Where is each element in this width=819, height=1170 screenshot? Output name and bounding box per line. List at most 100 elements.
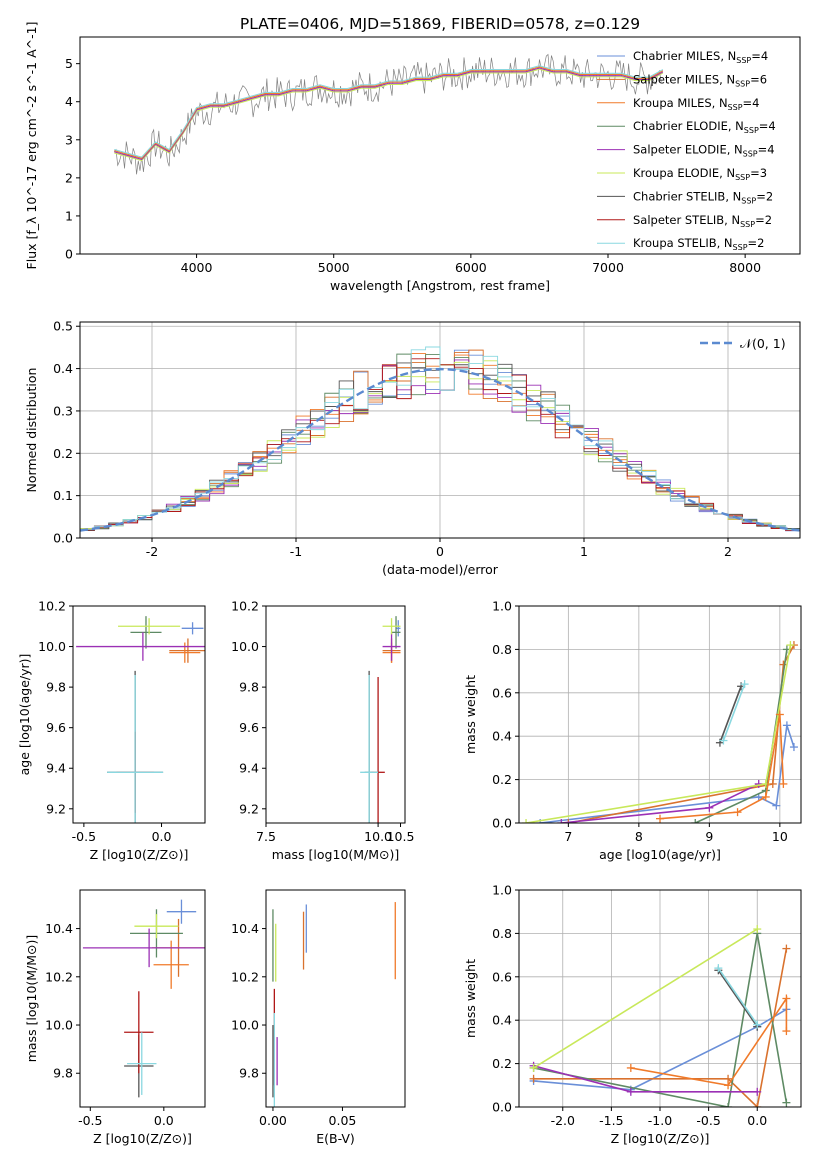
axes-weight_vs_Z: -2.0 -1.5 -1.0 -0.5 0.0 0.0 0.2 0.4 0.6 0.8 1.0 Z [… <box>463 883 802 1146</box>
axes-frame <box>265 889 406 1108</box>
x-tick-label: 8 <box>635 829 643 844</box>
plot-area <box>360 616 401 823</box>
y-tick-label: 1.0 <box>492 599 512 614</box>
y-tick-label: 10.2 <box>231 969 259 984</box>
y-tick-label: 10.4 <box>231 921 259 936</box>
weight-line-chabrier_stelib <box>717 969 758 1028</box>
x-axis-label: age [log10(age/yr)] <box>599 847 721 862</box>
legend-subscript: SSP <box>740 220 755 229</box>
x-tick-label: 10.0 <box>364 829 392 844</box>
x-tick-label: 1 <box>580 544 588 559</box>
y-tick-label: 10.4 <box>45 921 73 936</box>
x-axis-label: Z [log10(Z/Z⊙)] <box>93 1131 192 1146</box>
weight-line-chabrier_stelib <box>719 686 742 743</box>
axes-age_vs_Z: -0.5 0.0 9.2 9.4 9.6 9.8 10.0 10.2 Z [log10(Z/Z⊙… <box>17 599 206 862</box>
y-tick-label: 0.8 <box>492 926 512 941</box>
y-tick-label: 0.1 <box>53 488 73 503</box>
axes-frame <box>79 36 801 255</box>
x-tick-label: -0.5 <box>696 1113 720 1128</box>
y-tick-label: 9.8 <box>239 680 259 695</box>
legend-label: Kroupa MILES, NSSP=4 <box>633 96 759 112</box>
y-tick-label: 9.4 <box>239 761 259 776</box>
legend-label: Chabrier STELIB, NSSP=2 <box>633 189 773 205</box>
plot-area <box>114 53 664 175</box>
legend: Chabrier MILES, NSSP=4 Salpeter MILES, NS… <box>597 49 776 252</box>
y-tick-label: 0.2 <box>53 446 73 461</box>
legend-label: Chabrier ELODIE, NSSP=4 <box>633 119 776 135</box>
y-tick-label: 0.2 <box>492 772 512 787</box>
legend-tail: =4 <box>759 119 776 133</box>
weight-line-kroupa_elodie <box>533 928 758 1069</box>
y-tick-label: 0.8 <box>492 642 512 657</box>
axes-mass_vs_ebv: 0.00 0.05 9.8 10.0 10.2 10.4 E(B-V) <box>231 889 406 1146</box>
y-tick-label: 9.6 <box>239 720 259 735</box>
y-tick-label: 10.0 <box>38 639 66 654</box>
y-tick-label: 4 <box>65 94 73 109</box>
y-tick-label: 0.0 <box>492 1100 512 1115</box>
legend-tail: =2 <box>756 189 773 203</box>
x-tick-label: 7.5 <box>256 829 276 844</box>
weight-line-kroupa_stelib <box>722 683 746 741</box>
y-tick-label: 1.0 <box>492 883 512 898</box>
plot-area <box>82 899 205 1098</box>
y-tick-label: 0.4 <box>492 729 512 744</box>
y-tick-label: 10.2 <box>231 599 259 614</box>
gaussian-curve <box>80 367 800 532</box>
y-tick-label: 1 <box>65 208 73 223</box>
legend-subscript: SSP <box>744 126 759 135</box>
y-tick-label: 10.2 <box>38 599 66 614</box>
plot-area <box>529 925 791 1107</box>
x-tick-label: 9 <box>705 829 713 844</box>
figure-title: PLATE=0406, MJD=51869, FIBERID=0578, z=0… <box>240 15 640 33</box>
x-tick-label: 0 <box>436 544 444 559</box>
y-tick-label: 0.6 <box>492 685 512 700</box>
y-axis-label: Flux [f_λ 10^-17 erg cm^-2 s^-1 A^-1] <box>24 22 39 270</box>
x-tick-label: 7 <box>564 829 572 844</box>
legend-tail: =2 <box>755 213 772 227</box>
legend-tail: =3 <box>750 166 767 180</box>
x-axis-label: (data-model)/error <box>382 562 499 577</box>
x-tick-label: 6000 <box>455 260 487 275</box>
legend-tail: =4 <box>758 143 775 157</box>
legend-subscript: SSP <box>735 173 750 182</box>
x-tick-label: 10 <box>772 829 788 844</box>
x-axis-label: Z [log10(Z/Z⊙)] <box>611 1131 710 1146</box>
x-axis-label: mass [log10(M/M⊙)] <box>272 847 400 862</box>
y-tick-label: 10.0 <box>231 639 259 654</box>
weight-line-kroupa_elodie <box>525 644 792 823</box>
legend-label: Salpeter STELIB, NSSP=2 <box>633 213 772 229</box>
x-tick-label: -1.0 <box>648 1113 672 1128</box>
weight-line-chabrier_miles <box>540 725 795 823</box>
legend-tail: =4 <box>751 49 768 63</box>
plot-area <box>76 616 205 823</box>
plot-area <box>522 641 798 823</box>
legend-tail: =6 <box>750 72 767 86</box>
plot-area <box>272 902 396 1107</box>
axes-mass_vs_Z: -0.5 0.0 9.8 10.0 10.2 10.4 Z [log10(Z/Z⊙)] mas… <box>24 889 206 1146</box>
weight-line-chabrier_elodie <box>533 933 788 1107</box>
y-tick-label: 9.6 <box>46 720 66 735</box>
x-tick-label: -2.0 <box>551 1113 575 1128</box>
axes-frame <box>72 605 206 824</box>
y-tick-label: 0.2 <box>492 1056 512 1071</box>
x-axis-label: wavelength [Angstrom, rest frame] <box>330 278 550 293</box>
y-axis-label: age [log10(age/yr)] <box>17 654 32 776</box>
legend-label: 𝒩(0, 1) <box>740 336 786 351</box>
y-axis-label: mass [log10(M/M⊙)] <box>24 935 39 1063</box>
x-tick-label: -0.5 <box>78 1113 102 1128</box>
legend-subscript: SSP <box>735 79 750 88</box>
y-tick-label: 9.8 <box>53 1066 73 1081</box>
x-tick-label: 7000 <box>592 260 624 275</box>
y-tick-label: 9.2 <box>239 801 259 816</box>
y-tick-label: 9.4 <box>46 761 66 776</box>
x-tick-label: 0.0 <box>154 1113 174 1128</box>
y-tick-label: 3 <box>65 132 73 147</box>
data-spectrum-line <box>114 53 662 175</box>
legend-tail: =2 <box>748 236 765 250</box>
legend-label: Salpeter ELODIE, NSSP=4 <box>633 143 775 159</box>
y-tick-label: 0.0 <box>492 816 512 831</box>
x-tick-label: 0.05 <box>329 1113 357 1128</box>
y-tick-label: 0.6 <box>492 969 512 984</box>
legend-subscript: SSP <box>728 103 743 112</box>
model-spectrum-kroupa_miles <box>114 66 664 159</box>
